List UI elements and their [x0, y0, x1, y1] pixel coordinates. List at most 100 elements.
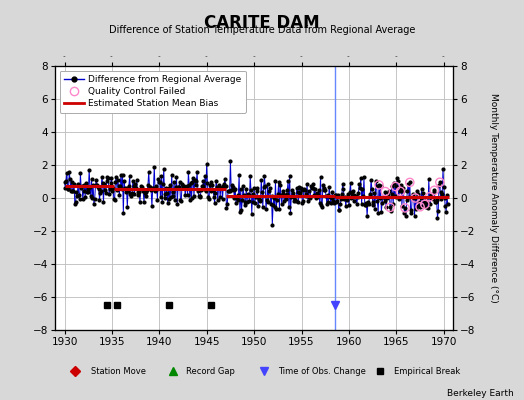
- Point: [157, 173, 166, 179]
- Point: [435, 182, 443, 188]
- Point: [286, 173, 294, 179]
- Point: [96, 190, 104, 196]
- Point: [151, 183, 160, 189]
- Point: [304, 187, 313, 194]
- Point: [398, 188, 407, 194]
- Point: [266, 185, 274, 192]
- Point: [271, 178, 280, 184]
- Point: [244, 190, 252, 197]
- Point: [214, 197, 222, 204]
- Point: [255, 195, 263, 202]
- Point: [86, 183, 94, 190]
- Point: [111, 178, 119, 185]
- Point: [142, 193, 150, 200]
- Point: [322, 192, 330, 199]
- Point: [372, 177, 380, 184]
- Point: [182, 184, 190, 190]
- Point: [186, 196, 194, 203]
- Point: [335, 207, 344, 213]
- Point: [195, 194, 204, 200]
- Point: [106, 180, 115, 187]
- Point: [69, 188, 78, 194]
- Point: [383, 195, 391, 202]
- Point: [301, 192, 310, 199]
- Point: [416, 204, 424, 210]
- Point: [174, 183, 183, 190]
- Point: [361, 201, 369, 208]
- Point: [97, 188, 105, 194]
- Point: [184, 169, 193, 175]
- Point: [405, 193, 413, 200]
- Point: [396, 188, 405, 194]
- Point: [112, 174, 121, 180]
- Point: [193, 168, 201, 175]
- Point: [373, 198, 381, 205]
- Point: [133, 177, 141, 183]
- Point: [115, 192, 124, 198]
- Point: [237, 207, 246, 213]
- Point: [94, 186, 103, 192]
- Point: [347, 195, 355, 201]
- Point: [345, 189, 354, 196]
- Point: [231, 186, 239, 192]
- Point: [176, 197, 184, 203]
- Point: [441, 203, 450, 209]
- Point: [180, 182, 189, 189]
- Point: [364, 199, 372, 205]
- Point: [101, 187, 109, 193]
- Point: [348, 188, 357, 194]
- Point: [120, 178, 128, 185]
- Point: [241, 199, 249, 205]
- Point: [264, 181, 272, 187]
- Point: [301, 187, 309, 193]
- Point: [341, 194, 349, 200]
- Point: [179, 184, 188, 190]
- Point: [141, 189, 150, 195]
- Point: [403, 188, 412, 194]
- Point: [312, 189, 321, 196]
- Point: [174, 184, 182, 190]
- Point: [76, 170, 84, 176]
- Point: [382, 204, 390, 210]
- Point: [221, 176, 229, 182]
- Point: [106, 186, 114, 192]
- Point: [99, 180, 107, 186]
- Point: [234, 192, 243, 198]
- Point: [70, 181, 78, 188]
- Point: [272, 205, 280, 212]
- Point: [249, 198, 257, 205]
- Point: [356, 185, 364, 192]
- Point: [336, 200, 344, 207]
- Point: [108, 188, 116, 194]
- Point: [178, 181, 186, 187]
- Point: [294, 199, 302, 205]
- Point: [263, 197, 271, 203]
- Point: [211, 200, 219, 206]
- Point: [131, 181, 139, 188]
- Point: [430, 187, 439, 194]
- Point: [440, 184, 448, 190]
- Point: [384, 189, 392, 196]
- Point: [304, 198, 312, 204]
- Point: [376, 195, 384, 202]
- Point: [299, 198, 307, 204]
- Point: [256, 198, 265, 205]
- Point: [365, 201, 373, 207]
- Point: [264, 199, 272, 205]
- Point: [81, 194, 90, 200]
- Text: Berkeley Earth: Berkeley Earth: [447, 389, 514, 398]
- Point: [265, 188, 274, 195]
- Point: [168, 172, 176, 178]
- Point: [409, 190, 417, 197]
- Point: [67, 188, 75, 194]
- Point: [71, 199, 80, 205]
- Point: [225, 188, 234, 194]
- Point: [97, 174, 106, 180]
- Point: [173, 200, 181, 207]
- Point: [64, 185, 73, 192]
- Point: [125, 182, 133, 189]
- Point: [179, 183, 187, 190]
- Point: [329, 198, 337, 204]
- Point: [434, 208, 442, 214]
- Point: [206, 188, 215, 194]
